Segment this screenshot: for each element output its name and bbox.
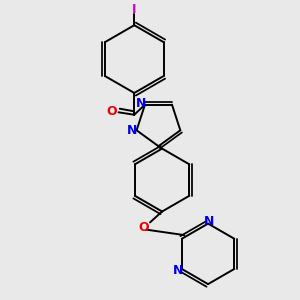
Text: O: O: [139, 221, 149, 234]
Text: N: N: [136, 97, 146, 110]
Text: N: N: [127, 124, 137, 137]
Text: N: N: [204, 215, 214, 228]
Text: I: I: [132, 3, 136, 16]
Text: N: N: [173, 264, 183, 277]
Text: O: O: [106, 105, 117, 118]
